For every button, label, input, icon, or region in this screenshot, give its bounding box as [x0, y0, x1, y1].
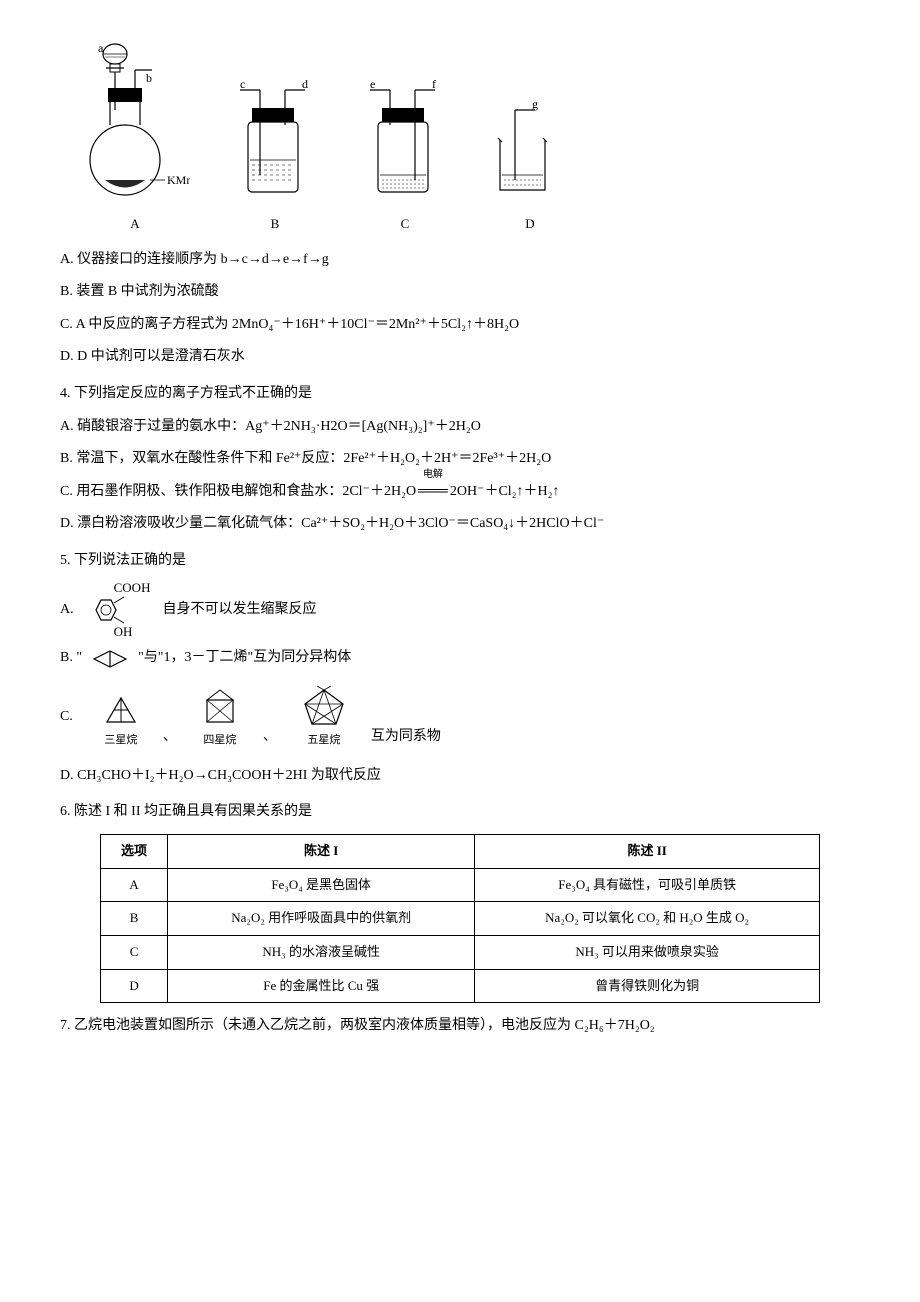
table-row: B Na₂O₂ 用作呼吸面具中的供氧剂 Na₂O₂ 可以氧化 CO₂ 和 H₂O…: [101, 902, 820, 936]
q5-optA-suffix: 自身不可以发生缩聚反应: [162, 597, 316, 624]
tetrastar-label: 四星烷: [203, 730, 236, 751]
q4-optA: A. 硝酸银溶于过量的氨水中：Ag⁺＋2NH₃·H2O＝[Ag(NH₃)₂]⁺＋…: [60, 414, 860, 441]
tetrastar-item: 四星烷: [197, 688, 243, 751]
svg-text:e: e: [370, 80, 375, 91]
apparatus-d-label: D: [525, 212, 534, 237]
q5-optC: C. 三星烷 、 四星烷 、: [60, 678, 860, 757]
electrolysis-symbol: ═══: [416, 479, 450, 506]
table-row: A Fe₃O₄ 是黑色固体 Fe₃O₄ 具有磁性，可吸引单质铁: [101, 868, 820, 902]
q3-optC: C. A 中反应的离子方程式为 2MnO₄⁻＋16H⁺＋10Cl⁻＝2Mn²⁺＋…: [60, 312, 860, 339]
th-option: 选项: [101, 834, 168, 868]
th-statement1: 陈述 I: [168, 834, 475, 868]
pentastar-icon: [297, 684, 351, 728]
q6-table: 选项 陈述 I 陈述 II A Fe₃O₄ 是黑色固体 Fe₃O₄ 具有磁性，可…: [100, 834, 820, 1003]
th-statement2: 陈述 II: [475, 834, 820, 868]
q4-optB: B. 常温下，双氧水在酸性条件下和 Fe²⁺反应：2Fe²⁺＋H₂O₂＋2H⁺＝…: [60, 446, 860, 473]
q5-optA-prefix: A.: [60, 597, 74, 624]
q5-optD: D. CH₃CHO＋I₂＋H₂O→CH₃COOH＋2HI 为取代反应: [60, 763, 860, 790]
q6-stem: 6. 陈述 I 和 II 均正确且具有因果关系的是: [60, 799, 860, 826]
apparatus-b: c d B: [230, 80, 320, 237]
apparatus-d: g D: [490, 100, 570, 237]
table-row: C NH₃ 的水溶液呈碱性 NH₃ 可以用来做喷泉实验: [101, 935, 820, 969]
label-a: a: [98, 41, 104, 55]
svg-text:f: f: [432, 80, 436, 91]
table-header-row: 选项 陈述 I 陈述 II: [101, 834, 820, 868]
svg-text:d: d: [302, 80, 308, 91]
apparatus-c: e f C: [360, 80, 450, 237]
q3-optB: B. 装置 B 中试剂为浓硫酸: [60, 279, 860, 306]
beaker-d-svg: g: [490, 100, 570, 210]
q4-stem: 4. 下列指定反应的离子方程式不正确的是: [60, 381, 860, 408]
apparatus-b-label: B: [271, 212, 280, 237]
apparatus-c-label: C: [401, 212, 410, 237]
q5-stem: 5. 下列说法正确的是: [60, 548, 860, 575]
svg-text:g: g: [532, 100, 538, 111]
bottle-b-svg: c d: [230, 80, 320, 210]
benzene-ring-icon: [86, 595, 146, 625]
q7-stem: 7. 乙烷电池装置如图所示（未通入乙烷之前，两极室内液体质量相等），电池反应为 …: [60, 1013, 860, 1040]
q3-optD: D. D 中试剂可以是澄清石灰水: [60, 344, 860, 371]
tristar-item: 三星烷: [99, 692, 143, 751]
q4-optC-pre: C. 用石墨作阴极、铁作阳极电解饱和食盐水：2Cl⁻＋2H₂O: [60, 484, 416, 499]
q5-optB-prefix: B. ": [60, 645, 82, 672]
q3-optA: A. 仪器接口的连接顺序为 b→c→d→e→f→g: [60, 247, 860, 274]
q5-optC-prefix: C.: [60, 704, 73, 731]
bottle-c-svg: e f: [360, 80, 450, 210]
svg-text:c: c: [240, 80, 245, 91]
apparatus-a: a b KMnO₄ A: [80, 40, 190, 237]
apparatus-figure: a b KMnO₄ A c d B: [60, 40, 860, 237]
q5-optC-suffix: 互为同系物: [371, 724, 441, 751]
table-row: D Fe 的金属性比 Cu 强 曾青得铁则化为铜: [101, 969, 820, 1003]
label-kmno4: KMnO₄: [167, 173, 190, 187]
benzene-cooh-oh: COOH OH: [86, 581, 151, 640]
tristar-icon: [99, 692, 143, 728]
q5-optB: B. " "与"1，3－丁二烯"互为同分异构体: [60, 645, 860, 672]
q4-optC-post: 2OH⁻＋Cl₂↑＋H₂↑: [450, 484, 560, 499]
apparatus-a-label: A: [130, 212, 139, 237]
tristar-label: 三星烷: [104, 730, 137, 751]
label-b: b: [146, 71, 152, 85]
tetrastar-icon: [197, 688, 243, 728]
q4-optD: D. 漂白粉溶液吸收少量二氧化硫气体：Ca²⁺＋SO₂＋H₂O＋3ClO⁻＝Ca…: [60, 511, 860, 538]
homolog-series: 三星烷 、 四星烷 、 五星烷: [99, 684, 441, 751]
q5-optA: A. COOH OH 自身不可以发生缩聚反应: [60, 581, 860, 640]
flask-a-svg: a b KMnO₄: [80, 40, 190, 210]
q5-optB-suffix: "与"1，3－丁二烯"互为同分异构体: [138, 645, 351, 672]
pentastar-label: 五星烷: [307, 730, 340, 751]
bicyclobutane-icon: [88, 647, 132, 671]
q4-optC: C. 用石墨作阴极、铁作阳极电解饱和食盐水：2Cl⁻＋2H₂O═══2OH⁻＋C…: [60, 479, 860, 506]
pentastar-item: 五星烷: [297, 684, 351, 751]
